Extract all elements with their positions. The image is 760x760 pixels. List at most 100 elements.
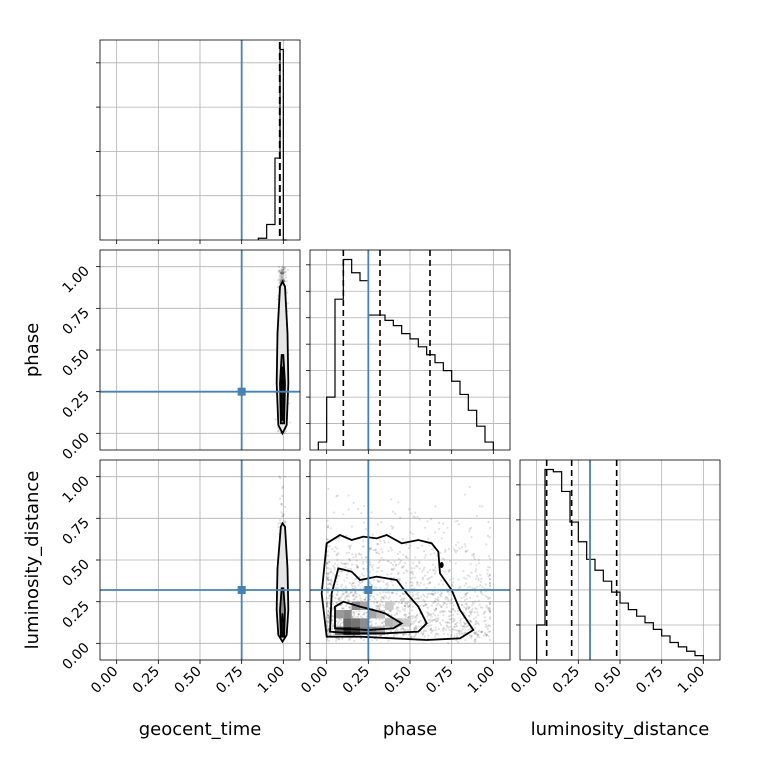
sample-point <box>280 276 283 279</box>
sample-point <box>473 631 476 634</box>
sample-point <box>472 553 475 556</box>
sample-point <box>286 302 289 305</box>
sample-point <box>397 572 400 576</box>
sample-point <box>454 623 457 626</box>
sample-point <box>274 418 277 421</box>
sample-point <box>410 615 413 618</box>
sample-point <box>354 616 357 619</box>
sample-point <box>355 610 358 613</box>
sample-point <box>280 276 283 280</box>
sample-point <box>394 600 398 603</box>
sample-point <box>414 625 417 628</box>
sample-point <box>392 576 396 579</box>
sample-point <box>336 593 339 596</box>
sample-point <box>325 600 329 604</box>
sample-point <box>382 558 385 562</box>
sample-point <box>425 625 428 628</box>
sample-point <box>416 581 419 584</box>
sample-point <box>327 524 330 527</box>
sample-point <box>412 515 415 518</box>
sample-point <box>347 567 350 571</box>
sample-point <box>427 611 430 614</box>
sample-point <box>342 606 345 610</box>
sample-point <box>338 620 341 623</box>
sample-point <box>434 566 437 569</box>
sample-point <box>347 544 350 548</box>
sample-point <box>484 625 487 628</box>
sample-point <box>472 617 475 620</box>
sample-point <box>377 604 380 607</box>
sample-point <box>363 598 367 601</box>
sample-point <box>403 598 406 601</box>
sample-point <box>463 623 467 626</box>
y-tick-label: 1.00 <box>59 473 92 506</box>
sample-point <box>450 598 454 601</box>
sample-point <box>388 532 392 535</box>
sample-point <box>426 615 429 618</box>
sample-point <box>433 600 436 604</box>
sample-point <box>383 594 386 597</box>
sample-point <box>368 595 372 598</box>
sample-point <box>336 547 339 550</box>
sample-point <box>448 593 451 596</box>
sample-point <box>450 610 453 613</box>
sample-point <box>390 568 393 571</box>
sample-point <box>426 520 429 523</box>
sample-point <box>391 591 394 595</box>
sample-point <box>427 612 430 616</box>
sample-point <box>419 604 422 607</box>
density-cell <box>393 618 402 627</box>
sample-point <box>392 568 395 571</box>
sample-point <box>442 583 445 586</box>
sample-point <box>326 612 329 615</box>
sample-point <box>449 614 452 617</box>
sample-point <box>362 568 365 571</box>
sample-point <box>469 610 472 613</box>
sample-point <box>413 566 416 570</box>
x-tick-label: 0.00 <box>508 664 541 697</box>
truth-marker <box>237 586 246 594</box>
sample-point <box>282 272 285 275</box>
sample-point <box>329 578 333 581</box>
sample-point <box>280 503 283 506</box>
sample-point <box>422 604 425 607</box>
sample-point <box>351 593 355 596</box>
sample-point <box>469 619 472 623</box>
sample-point <box>466 591 469 595</box>
sample-point <box>430 592 434 595</box>
sample-point <box>345 534 348 537</box>
sample-point <box>463 625 466 628</box>
sample-point <box>393 560 396 563</box>
sample-point <box>406 570 409 573</box>
sample-point <box>422 593 425 596</box>
sample-point <box>463 622 467 625</box>
sample-point <box>332 564 335 567</box>
sample-point <box>336 494 339 497</box>
sample-point <box>328 582 331 586</box>
sample-point <box>370 623 373 626</box>
sample-point <box>433 552 436 555</box>
sample-point <box>374 548 377 551</box>
sample-point <box>348 557 351 561</box>
sample-point <box>325 572 328 575</box>
sample-point <box>351 553 354 556</box>
sample-point <box>470 635 473 638</box>
sample-point <box>427 577 430 580</box>
sample-point <box>404 605 407 608</box>
sample-point <box>452 608 455 611</box>
sample-point <box>404 582 408 585</box>
sample-point <box>374 622 377 625</box>
sample-point <box>344 566 347 569</box>
sample-point <box>393 567 396 570</box>
sample-point <box>389 599 393 603</box>
sample-point <box>488 609 492 612</box>
sample-point <box>403 604 407 607</box>
sample-point <box>335 495 338 498</box>
sample-point <box>401 627 405 630</box>
sample-point <box>481 606 484 609</box>
sample-point <box>283 266 286 269</box>
sample-point <box>456 519 459 522</box>
sample-point <box>421 544 424 547</box>
sample-point <box>484 633 487 636</box>
sample-point <box>327 628 330 631</box>
